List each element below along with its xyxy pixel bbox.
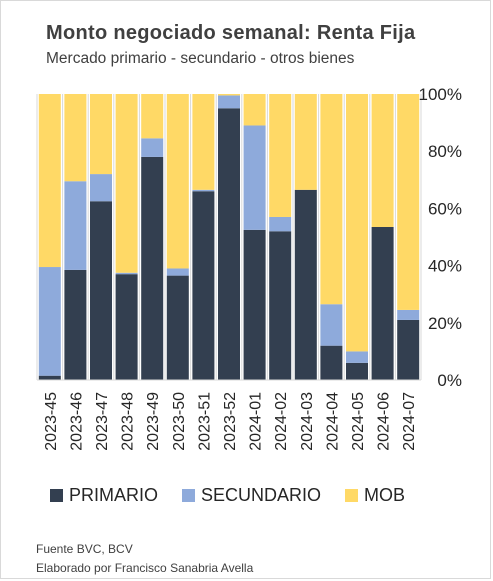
x-tick-label: 2024-01 bbox=[248, 392, 265, 451]
bar-secundario-2023-46 bbox=[64, 181, 87, 270]
bar-mob-2023-49 bbox=[141, 94, 164, 139]
bar-secundario-2023-49 bbox=[141, 138, 164, 157]
bar-secundario-2024-04 bbox=[320, 304, 343, 346]
bar-secundario-2023-45 bbox=[38, 267, 61, 376]
bar-mob-2024-03 bbox=[294, 94, 317, 190]
bar-mob-2024-06 bbox=[371, 94, 394, 227]
bar-mob-2024-01 bbox=[243, 94, 266, 126]
x-tick-label: 2024-04 bbox=[324, 392, 341, 451]
bar-primario-2023-48 bbox=[115, 274, 138, 380]
bar-primario-2023-51 bbox=[192, 191, 215, 380]
bar-mob-2024-07 bbox=[397, 94, 420, 310]
bar-mob-2023-50 bbox=[166, 94, 189, 269]
bar-mob-2023-51 bbox=[192, 94, 215, 190]
chart-title: Monto negociado semanal: Renta Fija bbox=[46, 22, 416, 44]
bar-primario-2023-46 bbox=[64, 269, 87, 380]
bar-secundario-2023-47 bbox=[89, 174, 113, 202]
bar-primario-2023-50 bbox=[166, 275, 189, 380]
bar-mob-2024-04 bbox=[320, 94, 343, 305]
y-tick-label: 20% bbox=[428, 314, 462, 333]
legend-swatch-primario bbox=[50, 488, 63, 502]
legend-swatch-secundario bbox=[182, 488, 196, 502]
author-note: Elaborado por Francisco Sanabria Avella bbox=[36, 561, 254, 575]
bar-secundario-2023-52 bbox=[217, 95, 241, 109]
y-tick-label: 100% bbox=[419, 85, 462, 104]
bar-secundario-2023-50 bbox=[166, 268, 189, 276]
legend-swatch-mob bbox=[345, 488, 359, 502]
chart-subtitle: Mercado primario - secundario - otros bi… bbox=[46, 50, 355, 67]
y-tick-label: 80% bbox=[428, 142, 462, 161]
bar-primario-2023-49 bbox=[141, 156, 164, 380]
bar-mob-2024-05 bbox=[345, 94, 369, 352]
x-tick-label: 2024-05 bbox=[350, 392, 367, 451]
x-tick-label: 2023-50 bbox=[171, 392, 188, 451]
x-tick-label: 2023-45 bbox=[43, 392, 60, 451]
bar-primario-2024-02 bbox=[269, 231, 292, 380]
x-tick-label: 2023-48 bbox=[120, 392, 137, 451]
bar-secundario-2024-02 bbox=[269, 216, 292, 232]
bar-primario-2024-04 bbox=[320, 345, 343, 380]
legend-item-primario: PRIMARIO bbox=[50, 485, 158, 506]
bar-primario-2024-05 bbox=[345, 362, 369, 380]
bar-primario-2024-03 bbox=[294, 189, 317, 380]
bar-primario-2023-52 bbox=[217, 108, 241, 381]
bar-mob-2023-47 bbox=[89, 94, 113, 175]
source-note: Fuente BVC, BCV bbox=[36, 542, 133, 556]
legend-label-secundario: SECUNDARIO bbox=[201, 484, 322, 505]
bar-primario-2024-06 bbox=[371, 226, 394, 380]
x-tick-label: 2024-03 bbox=[299, 392, 316, 451]
bar-secundario-2024-07 bbox=[397, 309, 420, 320]
y-tick-label: 60% bbox=[428, 199, 462, 218]
bar-mob-2023-48 bbox=[115, 94, 138, 273]
x-tick-label: 2023-47 bbox=[94, 392, 111, 451]
x-tick-label: 2024-07 bbox=[401, 392, 418, 451]
legend-label-primario: PRIMARIO bbox=[69, 484, 159, 505]
bar-primario-2023-47 bbox=[89, 201, 113, 380]
y-tick-label: 40% bbox=[428, 257, 462, 276]
bar-secundario-2024-01 bbox=[243, 125, 266, 230]
bar-primario-2024-07 bbox=[397, 319, 420, 380]
x-tick-label: 2023-52 bbox=[222, 392, 239, 451]
bar-mob-2023-46 bbox=[64, 94, 87, 182]
bar-mob-2024-02 bbox=[269, 94, 292, 217]
bar-primario-2024-01 bbox=[243, 229, 266, 380]
x-tick-label: 2023-51 bbox=[196, 392, 213, 451]
bar-mob-2023-52 bbox=[217, 94, 241, 96]
legend-item-secundario: SECUNDARIO bbox=[182, 485, 321, 506]
bar-secundario-2023-51 bbox=[192, 189, 215, 192]
x-tick-label: 2024-06 bbox=[376, 392, 393, 451]
x-tick-label: 2024-02 bbox=[273, 392, 290, 451]
bar-secundario-2024-05 bbox=[345, 351, 369, 363]
bar-primario-2023-45 bbox=[38, 375, 61, 380]
x-tick-label: 2023-46 bbox=[68, 392, 85, 451]
bar-mob-2023-45 bbox=[38, 94, 61, 268]
legend-item-mob: MOB bbox=[345, 485, 405, 506]
bar-secundario-2023-48 bbox=[115, 272, 138, 275]
y-tick-label: 0% bbox=[437, 371, 462, 390]
chart-legend: PRIMARIO SECUNDARIO MOB bbox=[50, 484, 429, 506]
legend-label-mob: MOB bbox=[364, 484, 406, 505]
x-tick-label: 2023-49 bbox=[145, 392, 162, 451]
